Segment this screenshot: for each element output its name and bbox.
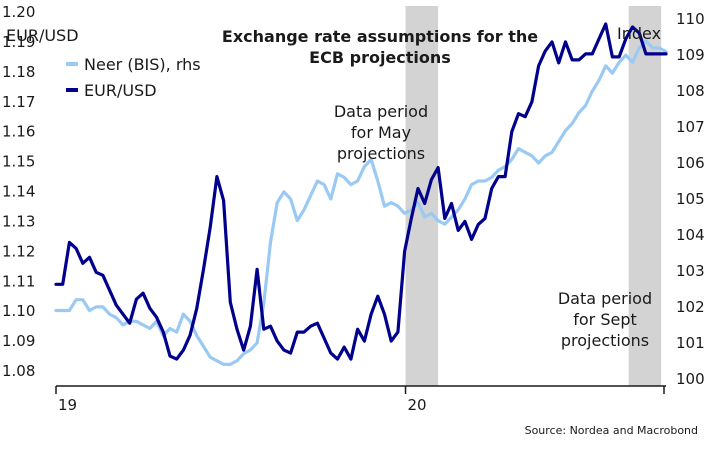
right-tick-label-100: 100 <box>676 370 705 388</box>
right-tick-label-101: 101 <box>676 334 705 352</box>
left-tick-label-1.16: 1.16 <box>2 123 35 141</box>
shade-annotation-1-line-3: projections <box>337 144 425 163</box>
shaded-period-2 <box>628 6 662 386</box>
shade-annotation-1-line-1: Data period <box>334 102 428 121</box>
right-tick-label-107: 107 <box>676 118 705 136</box>
shade-annotation-2-line-3: projections <box>561 331 649 350</box>
shade-annotation-1-line-2: for May <box>351 123 411 142</box>
shade-annotation-2-line-1: Data period <box>558 289 652 308</box>
right-tick-label-103: 103 <box>676 262 705 280</box>
right-tick-label-110: 110 <box>676 10 705 28</box>
right-tick-label-105: 105 <box>676 190 705 208</box>
right-tick-label-109: 109 <box>676 46 705 64</box>
right-tick-label-104: 104 <box>676 226 705 244</box>
right-tick-label-102: 102 <box>676 298 705 316</box>
left-tick-label-1.08: 1.08 <box>2 362 35 380</box>
legend-label-2: EUR/USD <box>84 81 157 100</box>
chart-title-line-2: ECB projections <box>309 48 451 67</box>
axes: 19 20 1.08 1.09 1.10 1.11 1.12 1.13 1.14 1.15 1.16… <box>2 3 705 414</box>
series-lines <box>54 22 668 366</box>
shaded-periods <box>405 6 662 386</box>
shade-annotation-2-line-2: for Sept <box>573 310 637 329</box>
left-tick-label-1.19: 1.19 <box>2 33 35 51</box>
left-tick-label-1.14: 1.14 <box>2 183 35 201</box>
labels: EUR/USD Index Exchange rate assumptions fo… <box>6 24 698 437</box>
left-tick-label-1.10: 1.10 <box>2 302 35 320</box>
x-tick-label-19: 19 <box>58 396 77 414</box>
left-tick-label-1.11: 1.11 <box>2 272 35 290</box>
left-tick-label-1.12: 1.12 <box>2 242 35 260</box>
right-tick-label-108: 108 <box>676 82 705 100</box>
series-line-eurusd <box>54 22 668 361</box>
left-axis-label: EUR/USD <box>6 26 79 45</box>
legend-label-1: Neer (BIS), rhs <box>84 55 201 74</box>
x-tick-label-20: 20 <box>408 396 427 414</box>
left-tick-label-1.18: 1.18 <box>2 63 35 81</box>
right-axis-label: Index <box>617 24 661 43</box>
left-tick-label-1.17: 1.17 <box>2 93 35 111</box>
left-tick-label-1.13: 1.13 <box>2 212 35 230</box>
series-line-neer <box>54 39 668 366</box>
right-tick-label-106: 106 <box>676 154 705 172</box>
left-tick-label-1.20: 1.20 <box>2 3 35 21</box>
left-tick-label-1.09: 1.09 <box>2 332 35 350</box>
left-tick-label-1.15: 1.15 <box>2 153 35 171</box>
chart-title-line-1: Exchange rate assumptions for the <box>222 27 538 46</box>
source-note: Source: Nordea and Macrobond <box>525 424 698 437</box>
